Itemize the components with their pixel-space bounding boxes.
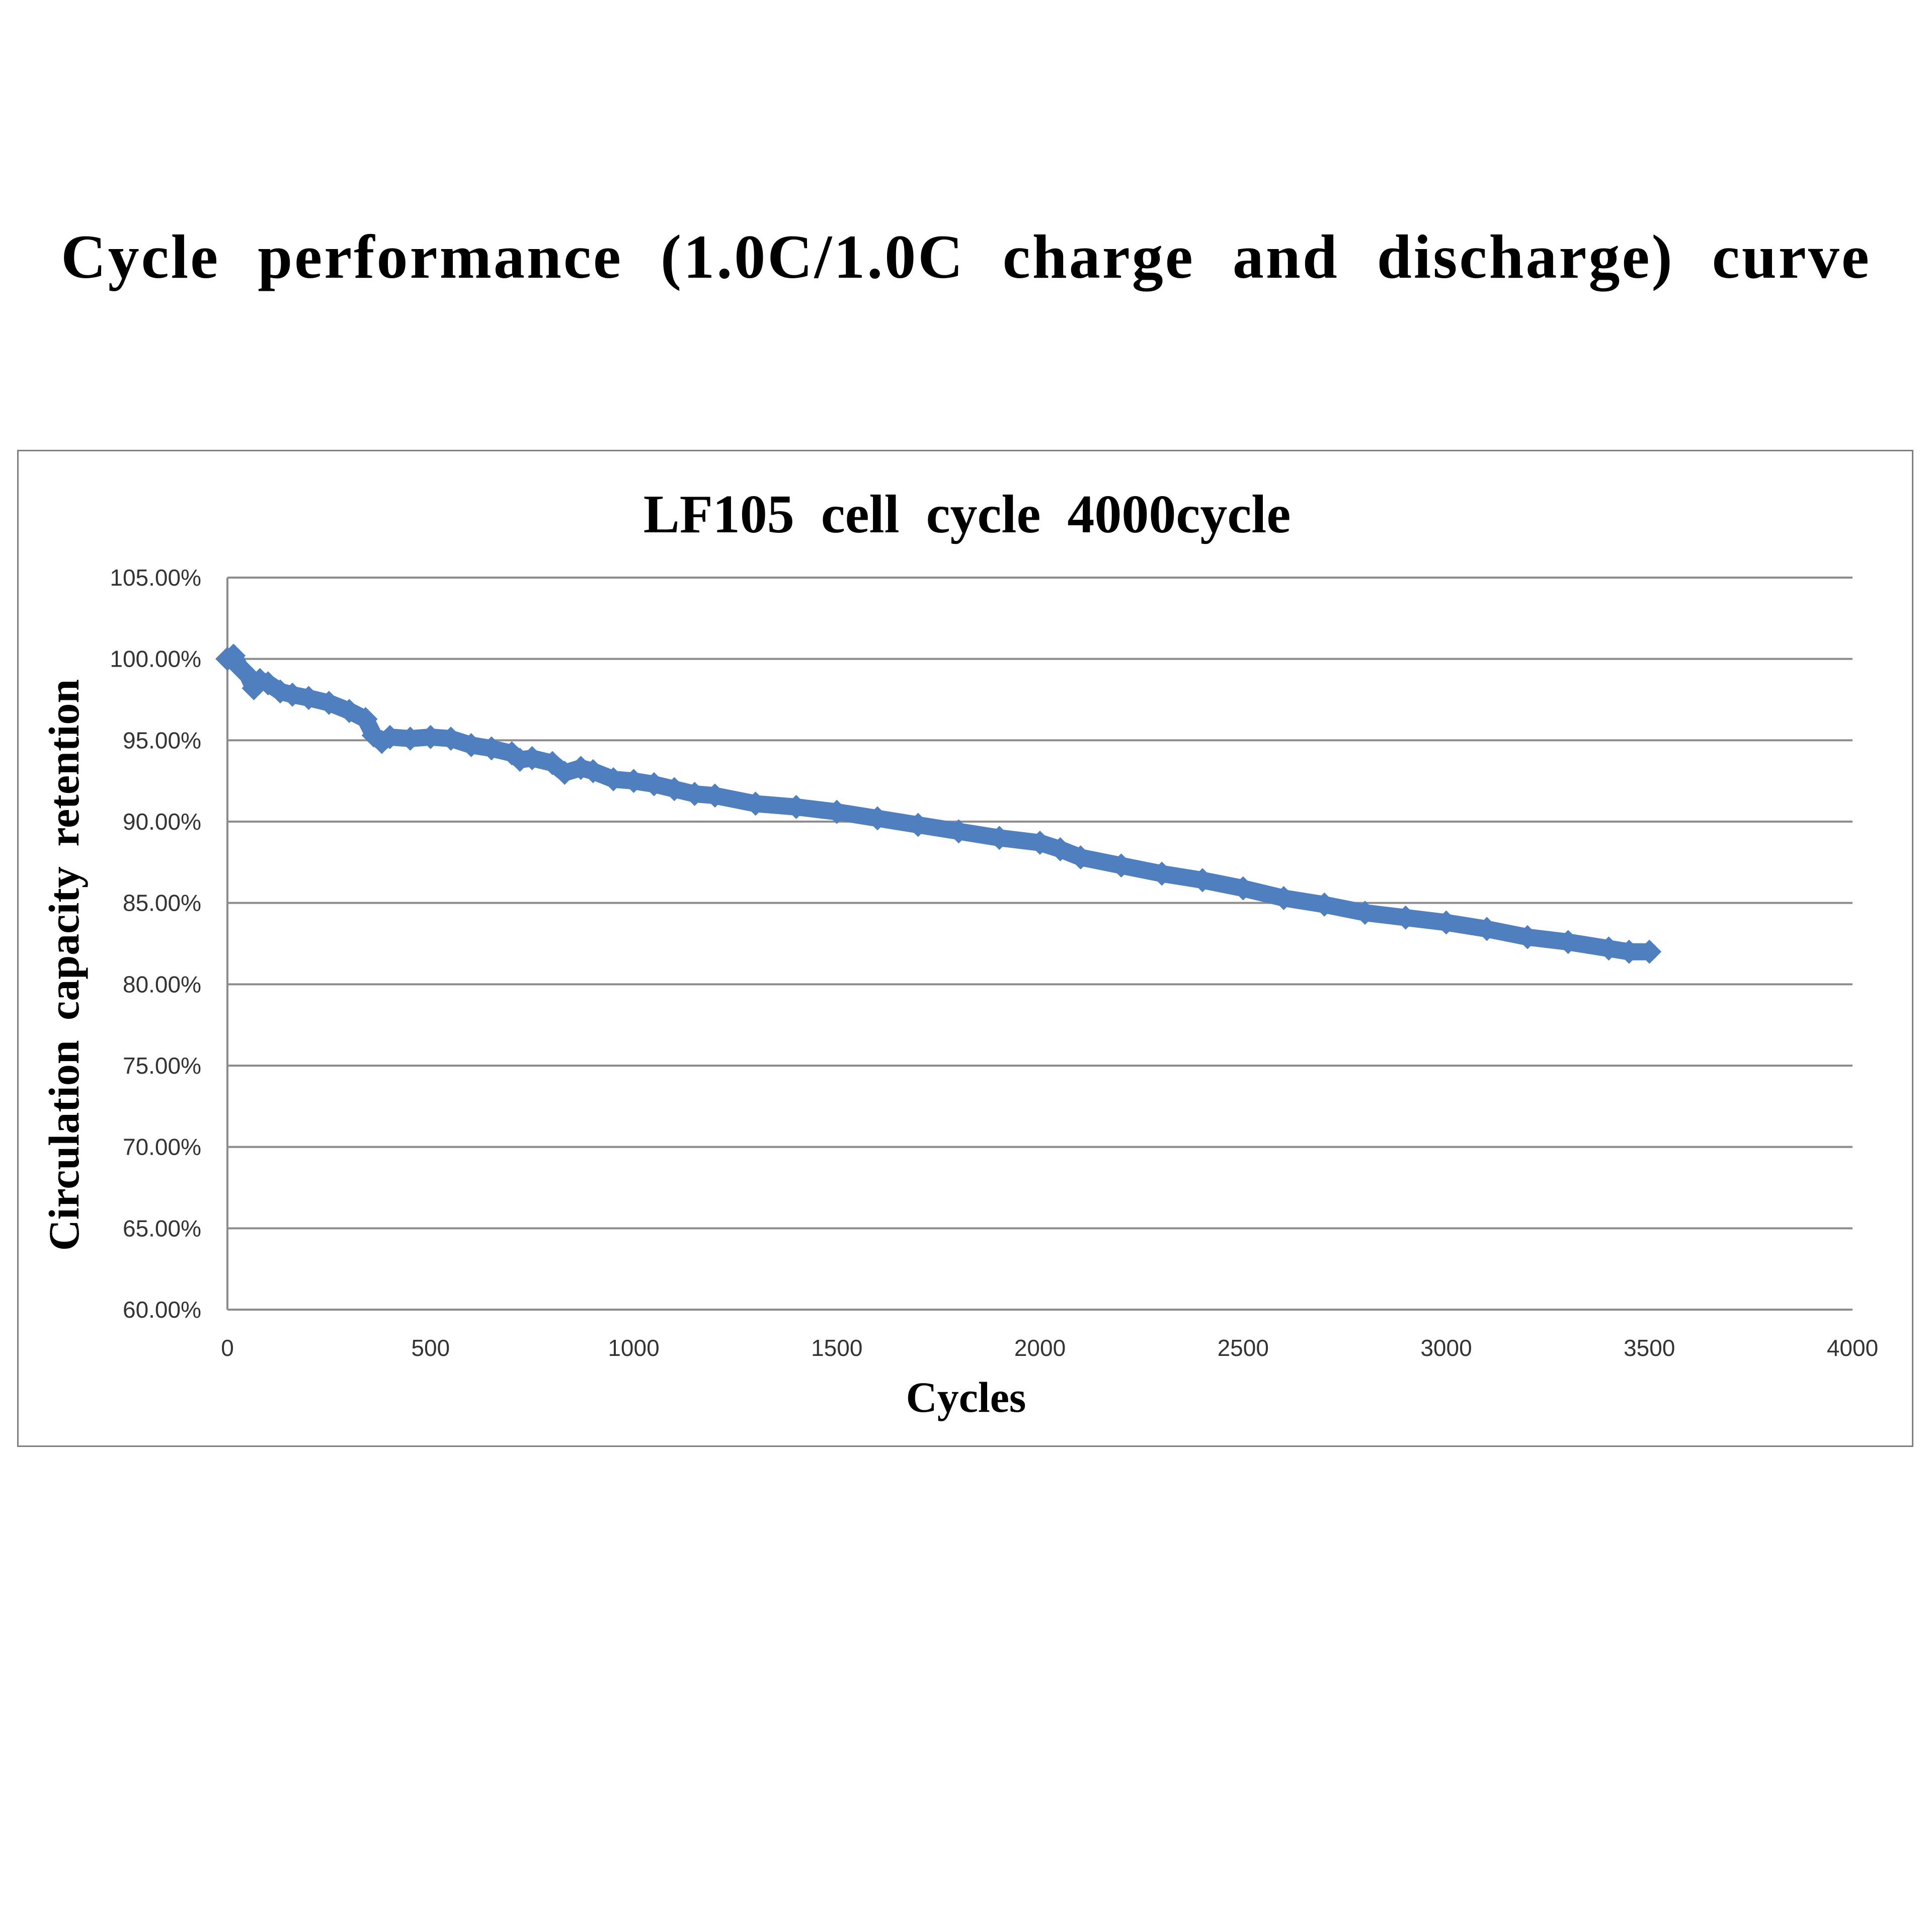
data-point [296,686,321,710]
data-point [1028,831,1052,855]
x-tick-label: 2000 [1014,1335,1066,1361]
data-point [1515,925,1540,949]
data-point [1312,892,1337,917]
x-tick-labels: 0 500 1000 1500 2000 2500 3000 3500 4000 [221,1335,1878,1361]
data-point [1109,853,1134,878]
data-point [865,806,890,831]
y-tick-label: 70.00% [123,1134,201,1160]
data-point [1231,876,1255,901]
data-series [215,643,1662,964]
data-point [1596,936,1621,961]
data-point [906,813,930,837]
x-tick-label: 4000 [1827,1335,1878,1361]
data-point [1617,939,1641,964]
y-tick-label: 105.00% [110,565,201,591]
series-line [219,647,1658,960]
data-point [1271,886,1296,910]
data-point [316,690,341,715]
y-tick-label: 90.00% [123,809,201,835]
data-point [520,746,544,770]
y-tick-label: 95.00% [123,727,201,753]
x-tick-label: 3000 [1420,1335,1472,1361]
y-tick-label: 80.00% [123,971,201,997]
chart-title: LF105 cell cycle 4000cycle [643,485,1291,544]
data-point [398,727,423,751]
data-point [479,736,504,761]
x-tick-label: 500 [411,1335,450,1361]
data-point [353,707,378,732]
data-point [1353,901,1377,925]
data-point [682,782,707,807]
grid-lines [227,577,1853,1230]
data-point [743,791,768,816]
page-heading: Cycle performance (1.0C/1.0C charge and … [61,222,1871,291]
data-point [459,733,484,758]
data-point [641,772,666,796]
data-point [662,777,687,801]
data-point [1637,939,1662,964]
y-tick-label: 85.00% [123,890,201,916]
y-tick-labels: 60.00% 65.00% 70.00% 75.00% 80.00% 85.00% 90.0… [110,565,201,1323]
data-point [1556,930,1580,954]
y-tick-label: 60.00% [123,1297,201,1323]
data-point [378,725,402,749]
y-tick-label: 65.00% [123,1215,201,1241]
data-point [280,682,305,707]
x-tick-label: 1500 [811,1335,862,1361]
data-point [703,783,727,808]
data-point [784,794,809,819]
data-point [987,826,1012,850]
x-tick-label: 2500 [1218,1335,1269,1361]
data-point [946,819,971,844]
data-point [581,759,605,783]
data-point [337,699,362,723]
data-point [621,769,646,793]
x-tick-label: 0 [221,1335,234,1361]
axes [226,578,1853,1311]
x-tick-label: 3500 [1624,1335,1675,1361]
data-point [1190,868,1215,893]
data-point [1068,845,1093,870]
data-point [1048,837,1073,861]
data-point [1475,917,1499,941]
x-axis-title: Cycles [906,1373,1026,1421]
data-point [1393,905,1418,930]
y-tick-label: 100.00% [110,646,201,672]
data-point [418,725,443,749]
data-point [439,727,463,751]
y-tick-label: 75.00% [123,1053,201,1079]
x-tick-label: 1000 [608,1335,659,1361]
y-axis-title: Circulation capacity retention [40,679,88,1251]
data-point [601,767,626,791]
data-point [825,799,849,824]
data-point [1150,861,1174,886]
data-point [1434,910,1459,935]
